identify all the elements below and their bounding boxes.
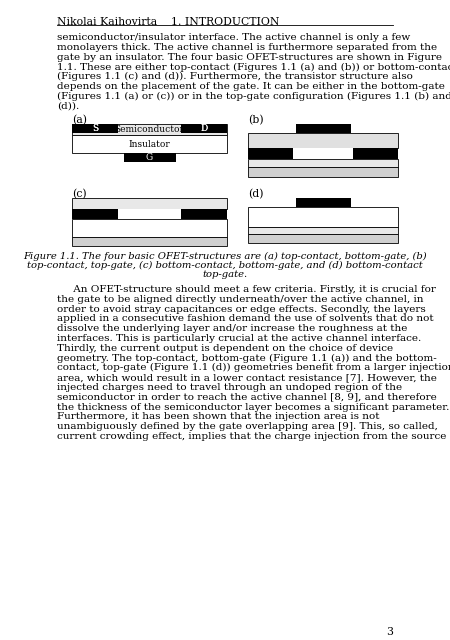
Bar [181, 209, 227, 220]
Bar [72, 198, 227, 209]
Text: An OFET-structure should meet a few criteria. Firstly, it is crucial for: An OFET-structure should meet a few crit… [57, 285, 436, 294]
Text: top-gate.: top-gate. [202, 270, 248, 280]
Text: depends on the placement of the gate. It can be either in the bottom-gate: depends on the placement of the gate. It… [57, 82, 445, 91]
Bar [248, 234, 398, 243]
Bar [181, 124, 227, 133]
Bar [72, 124, 227, 136]
Bar [181, 124, 227, 133]
Text: Furthermore, it has been shown that the injection area is not: Furthermore, it has been shown that the … [57, 412, 379, 421]
Text: semiconductor in order to reach the active channel [8, 9], and therefore: semiconductor in order to reach the acti… [57, 393, 437, 402]
Text: 1.1. These are either top-contact (Figures 1.1 (a) and (b)) or bottom-contact: 1.1. These are either top-contact (Figur… [57, 62, 450, 72]
Text: monolayers thick. The active channel is furthermore separated from the: monolayers thick. The active channel is … [57, 43, 437, 52]
Bar [72, 124, 118, 133]
Text: dissolve the underlying layer and/or increase the roughness at the: dissolve the underlying layer and/or inc… [57, 324, 407, 333]
Text: (c): (c) [72, 189, 86, 200]
Bar [248, 148, 293, 159]
Text: S: S [92, 124, 98, 133]
Text: contact, top-gate (Figure 1.1 (d)) geometries benefit from a larger injection: contact, top-gate (Figure 1.1 (d)) geome… [57, 364, 450, 372]
Text: Figure 1.1. The four basic OFET-structures are (a) top-contact, bottom-gate, (b): Figure 1.1. The four basic OFET-structur… [23, 252, 427, 260]
Bar [296, 198, 351, 207]
Bar [248, 159, 398, 168]
Text: D: D [200, 124, 207, 133]
Bar [293, 148, 353, 159]
Bar [248, 168, 398, 177]
Text: order to avoid stray capacitances or edge effects. Secondly, the layers: order to avoid stray capacitances or edg… [57, 305, 426, 314]
Text: injected charges need to travel through an undoped region of the: injected charges need to travel through … [57, 383, 402, 392]
Text: Semiconductor: Semiconductor [115, 125, 184, 134]
Text: semiconductor/insulator interface. The active channel is only a few: semiconductor/insulator interface. The a… [57, 33, 410, 42]
Bar [72, 209, 118, 220]
Text: current crowding effect, implies that the charge injection from the source: current crowding effect, implies that th… [57, 432, 446, 441]
Text: the thickness of the semiconductor layer becomes a significant parameter.: the thickness of the semiconductor layer… [57, 403, 450, 412]
Text: Thirdly, the current output is dependent on the choice of device: Thirdly, the current output is dependent… [57, 344, 393, 353]
Text: the gate to be aligned directly underneath/over the active channel, in: the gate to be aligned directly undernea… [57, 294, 423, 304]
Text: (Figures 1.1 (a) or (c)) or in the top-gate configuration (Figures 1.1 (b) and: (Figures 1.1 (a) or (c)) or in the top-g… [57, 92, 450, 101]
Text: Nikolai Kaihovirta: Nikolai Kaihovirta [57, 17, 157, 27]
Text: interfaces. This is particularly crucial at the active channel interface.: interfaces. This is particularly crucial… [57, 334, 421, 343]
Bar [72, 124, 118, 133]
Bar [248, 227, 398, 234]
Text: Insulator: Insulator [129, 140, 171, 149]
Text: D: D [200, 124, 207, 133]
Text: (Figures 1.1 (c) and (d)). Furthermore, the transistor structure also: (Figures 1.1 (c) and (d)). Furthermore, … [57, 72, 413, 81]
Bar [248, 207, 398, 227]
Bar [118, 209, 181, 220]
Text: G: G [146, 154, 153, 163]
Text: (d): (d) [248, 189, 264, 200]
Text: S: S [92, 124, 98, 133]
Text: (b): (b) [248, 115, 264, 125]
Text: unambiguously defined by the gate overlapping area [9]. This, so called,: unambiguously defined by the gate overla… [57, 422, 438, 431]
Text: applied in a consecutive fashion demand the use of solvents that do not: applied in a consecutive fashion demand … [57, 314, 434, 323]
Text: gate by an insulator. The four basic OFET-structures are shown in Figure: gate by an insulator. The four basic OFE… [57, 52, 442, 61]
Bar [72, 237, 227, 246]
Text: (a): (a) [72, 115, 87, 125]
Text: 3: 3 [386, 627, 393, 637]
Text: (d)).: (d)). [57, 102, 79, 111]
Bar [296, 124, 351, 133]
Bar [123, 154, 176, 163]
Bar [72, 136, 227, 154]
Bar [248, 133, 398, 148]
Text: 1. INTRODUCTION: 1. INTRODUCTION [171, 17, 279, 27]
Bar [72, 220, 227, 237]
Text: top-contact, top-gate, (c) bottom-contact, bottom-gate, and (d) bottom-contact: top-contact, top-gate, (c) bottom-contac… [27, 261, 423, 270]
Bar [353, 148, 398, 159]
Text: area, which would result in a lower contact resistance [7]. However, the: area, which would result in a lower cont… [57, 373, 437, 382]
Text: geometry. The top-contact, bottom-gate (Figure 1.1 (a)) and the bottom-: geometry. The top-contact, bottom-gate (… [57, 353, 437, 363]
